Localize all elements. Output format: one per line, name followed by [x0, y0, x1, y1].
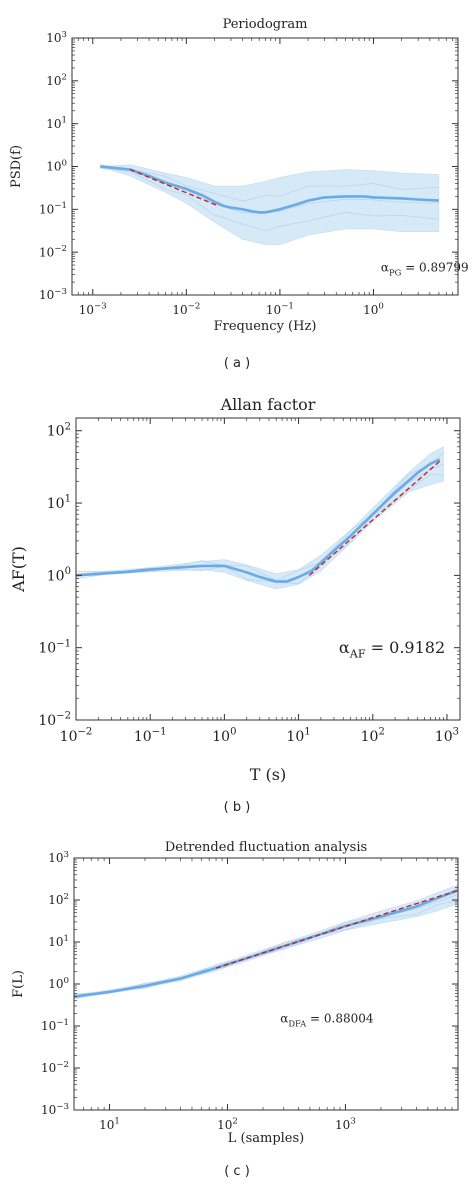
- mean-curve: [74, 889, 458, 998]
- y-tick-label: 103: [48, 850, 69, 865]
- y-tick-label: 10−1: [41, 1018, 69, 1033]
- x-tick-label: 100: [212, 727, 236, 745]
- y-tick-label: 10−3: [41, 1102, 69, 1117]
- x-tick-label: 101: [286, 727, 310, 745]
- individual-curve: [76, 452, 444, 581]
- x-tick-label: 10−2: [172, 302, 200, 317]
- minor-ticks: [76, 418, 460, 720]
- caption-a: ( a ): [223, 356, 251, 371]
- y-tick-label: 102: [47, 421, 71, 439]
- x-axis-label: T (s): [250, 765, 286, 784]
- individual-curve: [76, 463, 444, 582]
- y-tick-label: 101: [46, 115, 67, 130]
- allan-factor-chart: Allan factor 10−2 10−1 100 101 102 103 10−2 10−1…: [9, 395, 461, 784]
- y-tick-label: 100: [47, 566, 71, 584]
- y-axis-label: AF(T): [9, 546, 28, 593]
- y-tick-label: 100: [46, 158, 67, 173]
- panel-allan-factor: Allan factor 10−2 10−1 100 101 102 103 10−2 10−1…: [0, 388, 474, 828]
- periodogram-chart: Periodogram 10−3 10−2 10−1 100 10−3 10−2 10−1 10…: [9, 17, 469, 334]
- chart-title: Allan factor: [220, 395, 316, 414]
- x-axis-label: L (samples): [228, 1131, 305, 1146]
- y-tick-label: 102: [48, 892, 69, 907]
- minor-ticks: [73, 858, 459, 1110]
- y-tick-label: 103: [46, 30, 67, 45]
- individual-curve: [74, 887, 458, 995]
- alpha-annotation: αDFA = 0.88004: [280, 1012, 374, 1029]
- x-tick-label: 103: [335, 1117, 356, 1132]
- x-tick-label: 101: [99, 1117, 120, 1132]
- plot-area: [76, 446, 444, 590]
- plot-area: [74, 884, 458, 1000]
- plot-area: [100, 164, 440, 245]
- mean-curve: [76, 458, 441, 583]
- individual-curve: [100, 164, 439, 202]
- alpha-annotation: αAF = 0.9182: [339, 638, 445, 661]
- x-tick-label: 103: [435, 727, 459, 745]
- minor-ticks: [71, 38, 459, 295]
- y-tick-label: 101: [47, 494, 71, 512]
- individual-curves-band: [74, 884, 458, 999]
- mean-curve: [100, 165, 439, 214]
- individual-curve: [76, 473, 444, 585]
- fit-line: [308, 458, 443, 576]
- individual-curve: [74, 900, 458, 1000]
- y-axis-label: PSD(f): [9, 145, 24, 188]
- x-axis-label: Frequency (Hz): [214, 319, 317, 334]
- panel-periodogram: Periodogram 10−3 10−2 10−1 100 10−3 10−2 10−1 10…: [0, 0, 474, 400]
- y-tick-label: 10−3: [39, 287, 67, 302]
- y-tick-label: 10−1: [38, 638, 71, 656]
- fit-line: [215, 889, 458, 969]
- y-tick-label: 102: [46, 73, 67, 88]
- chart-title: Periodogram: [223, 17, 308, 32]
- individual-curves-band: [76, 446, 444, 590]
- y-tick-label: 10−2: [41, 1060, 69, 1075]
- caption-b: ( b ): [223, 800, 251, 815]
- y-tick-label: 100: [48, 976, 69, 991]
- plot-frame: [73, 857, 459, 1111]
- chart-title: Detrended fluctuation analysis: [165, 840, 367, 855]
- x-tick-label: 10−2: [60, 727, 93, 745]
- y-tick-label: 10−2: [38, 711, 71, 729]
- individual-curve: [100, 167, 439, 231]
- dfa-chart: Detrended fluctuation analysis 101 102 103 1…: [11, 840, 459, 1146]
- alpha-annotation: αPG = 0.89799: [381, 261, 469, 278]
- y-tick-label: 10−1: [39, 201, 67, 216]
- x-tick-label: 102: [361, 727, 385, 745]
- y-tick-label: 10−2: [39, 244, 67, 259]
- panel-dfa: Detrended fluctuation analysis 101 102 103 1…: [0, 828, 474, 1200]
- x-tick-label: 10−1: [266, 302, 294, 317]
- x-tick-label: 10−1: [134, 727, 167, 745]
- y-axis-label: F(L): [11, 970, 26, 998]
- x-tick-label: 10−3: [79, 302, 107, 317]
- x-tick-label: 100: [363, 302, 384, 317]
- x-tick-label: 102: [217, 1117, 238, 1132]
- caption-c: ( c ): [224, 1164, 250, 1179]
- plot-frame: [75, 417, 461, 721]
- y-tick-label: 101: [48, 934, 69, 949]
